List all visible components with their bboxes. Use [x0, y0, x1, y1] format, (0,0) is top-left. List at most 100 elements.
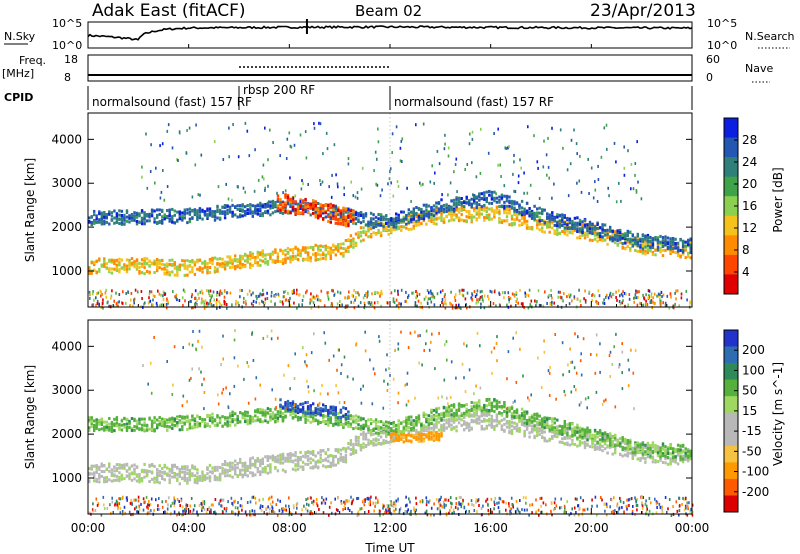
- power-speckle: [481, 295, 483, 299]
- power-cell: [523, 212, 526, 216]
- power-speckle: [458, 291, 461, 295]
- velocity-cell: [372, 442, 375, 446]
- power-cell: [483, 208, 486, 212]
- power-cell: [143, 266, 146, 270]
- power-speckle: [390, 181, 392, 185]
- power-speckle: [255, 294, 257, 298]
- velocity-cell: [110, 430, 114, 433]
- velocity-cell: [312, 450, 315, 453]
- power-cell: [440, 215, 443, 219]
- velocity-cell: [450, 419, 453, 423]
- velocity-cell: [374, 439, 378, 443]
- power-cell: [598, 234, 602, 238]
- power-cell: [344, 215, 348, 219]
- velocity-cell: [317, 466, 320, 470]
- velocity-cell: [299, 458, 302, 461]
- power-cell: [593, 233, 597, 237]
- velocity-cell: [93, 471, 96, 475]
- power-cell: [583, 231, 587, 235]
- power-cell: [95, 217, 98, 221]
- power-cell: [364, 233, 368, 237]
- velocity-cell: [571, 442, 574, 446]
- power-cell: [422, 210, 426, 214]
- power-cell: [251, 254, 254, 258]
- velocity-cell: [206, 468, 209, 471]
- power-cell: [551, 211, 554, 215]
- power-cell: [385, 225, 388, 229]
- velocity-cell: [541, 435, 544, 439]
- power-cell: [400, 210, 403, 214]
- power-cell: [601, 231, 604, 235]
- velocity-cell: [684, 458, 687, 461]
- power-speckle: [447, 193, 449, 197]
- velocity-cell: [133, 463, 136, 467]
- power-speckle: [645, 293, 647, 297]
- power-cell: [329, 210, 332, 214]
- power-speckle: [151, 303, 153, 307]
- power-cell: [586, 224, 589, 228]
- power-cell: [385, 228, 388, 232]
- power-speckle: [101, 302, 104, 306]
- velocity-cell: [470, 418, 473, 422]
- power-cell: [231, 262, 234, 266]
- power-speckle: [209, 293, 211, 297]
- power-cell: [347, 219, 350, 223]
- power-speckle: [495, 192, 497, 196]
- velocity-cell: [377, 433, 380, 437]
- power-speckle: [450, 290, 452, 294]
- power-cell: [598, 237, 602, 240]
- power-cell: [115, 258, 119, 262]
- velocity-cell: [377, 442, 380, 446]
- velocity-cell: [319, 453, 322, 457]
- power-cell: [676, 241, 680, 245]
- velocity-cell: [508, 419, 511, 423]
- power-speckle: [115, 302, 118, 306]
- power-speckle: [550, 294, 552, 297]
- velocity-cell: [266, 471, 270, 475]
- power-speckle: [590, 166, 593, 170]
- power-speckle: [429, 289, 432, 293]
- velocity-cell: [105, 480, 108, 483]
- power-speckle: [395, 304, 398, 308]
- velocity-cell: [306, 454, 310, 458]
- power-speckle: [213, 140, 216, 144]
- velocity-cell: [631, 447, 634, 450]
- velocity-cell: [168, 467, 171, 471]
- velocity-cell: [614, 448, 617, 452]
- power-cell: [374, 232, 378, 236]
- power-cell: [515, 217, 519, 221]
- velocity-cell: [490, 417, 494, 421]
- power-cell: [357, 214, 360, 218]
- power-speckle: [206, 303, 209, 307]
- velocity-cell: [108, 422, 111, 426]
- power-cell: [674, 237, 677, 241]
- power-speckle: [619, 302, 622, 306]
- power-cell: [334, 211, 337, 215]
- velocity-cell: [533, 436, 536, 440]
- power-cell: [354, 243, 358, 247]
- power-cell: [412, 226, 415, 230]
- velocity-cell: [103, 428, 106, 432]
- power-cell: [246, 260, 249, 264]
- velocity-cell: [156, 478, 159, 482]
- power-cell: [641, 249, 645, 253]
- nsky-label: N.Sky: [4, 30, 36, 43]
- power-speckle: [497, 163, 499, 167]
- power-cell: [228, 255, 232, 259]
- power-cell: [558, 213, 561, 217]
- power-speckle: [504, 146, 507, 150]
- power-speckle: [111, 289, 113, 293]
- velocity-cell: [138, 475, 141, 479]
- power-speckle: [208, 302, 210, 306]
- power-speckle: [216, 290, 219, 294]
- power-cell: [299, 249, 302, 253]
- power-cell: [228, 257, 232, 261]
- velocity-cell: [495, 417, 499, 421]
- power-speckle: [609, 293, 611, 297]
- power-cell: [324, 215, 327, 219]
- power-speckle: [469, 132, 471, 136]
- power-cell: [588, 220, 592, 224]
- power-cell: [664, 240, 667, 244]
- power-cell: [213, 218, 217, 222]
- power-speckle: [267, 158, 269, 162]
